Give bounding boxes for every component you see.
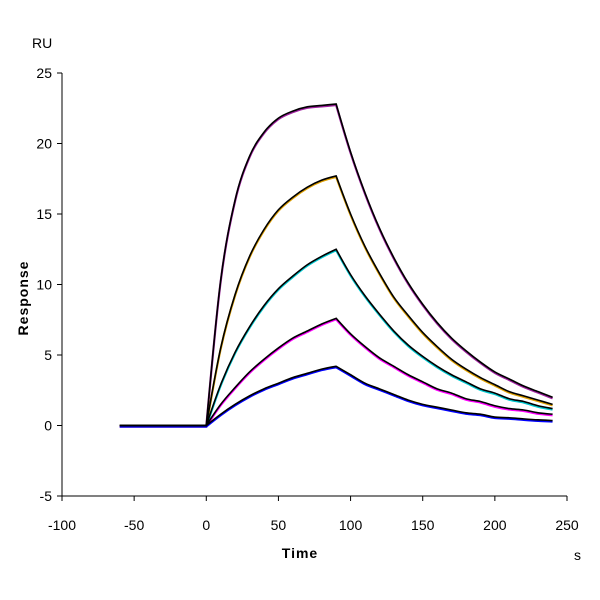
y-tick-label: 10 (36, 277, 52, 293)
fit-curve-conc-5 (119, 365, 553, 427)
data-series-conc-4 (119, 318, 553, 428)
x-tick-label: 200 (483, 517, 507, 533)
fit-curve-conc-4 (119, 317, 553, 427)
data-series-conc-2 (119, 175, 553, 428)
fit-curve-conc-1 (119, 103, 553, 427)
axes (61, 73, 567, 497)
y-unit-label: RU (32, 35, 52, 51)
fit-curve-conc-2 (119, 174, 553, 427)
x-axis-title: Time (282, 545, 318, 561)
x-tick-label: 100 (339, 517, 363, 533)
y-tick-label: 5 (44, 347, 52, 363)
y-tick-label: 20 (36, 136, 52, 152)
fit-curve-conc-3 (119, 248, 553, 427)
x-tick-label: 250 (555, 517, 579, 533)
y-tick-label: 15 (36, 206, 52, 222)
data-series-conc-5 (119, 366, 553, 428)
x-tick-label: -50 (124, 517, 144, 533)
y-tick-label: 25 (36, 65, 52, 81)
x-tick-label: 50 (271, 517, 287, 533)
y-axis-title: Response (15, 261, 31, 336)
y-tick-label: 0 (44, 418, 52, 434)
y-tick-label: -5 (40, 488, 53, 504)
x-tick-label: 0 (202, 517, 210, 533)
data-series-conc-3 (119, 248, 553, 428)
x-tick-label: 150 (411, 517, 435, 533)
data-series-conc-1 (119, 103, 553, 428)
x-unit-label: s (574, 547, 581, 563)
x-tick-label: -100 (48, 517, 76, 533)
